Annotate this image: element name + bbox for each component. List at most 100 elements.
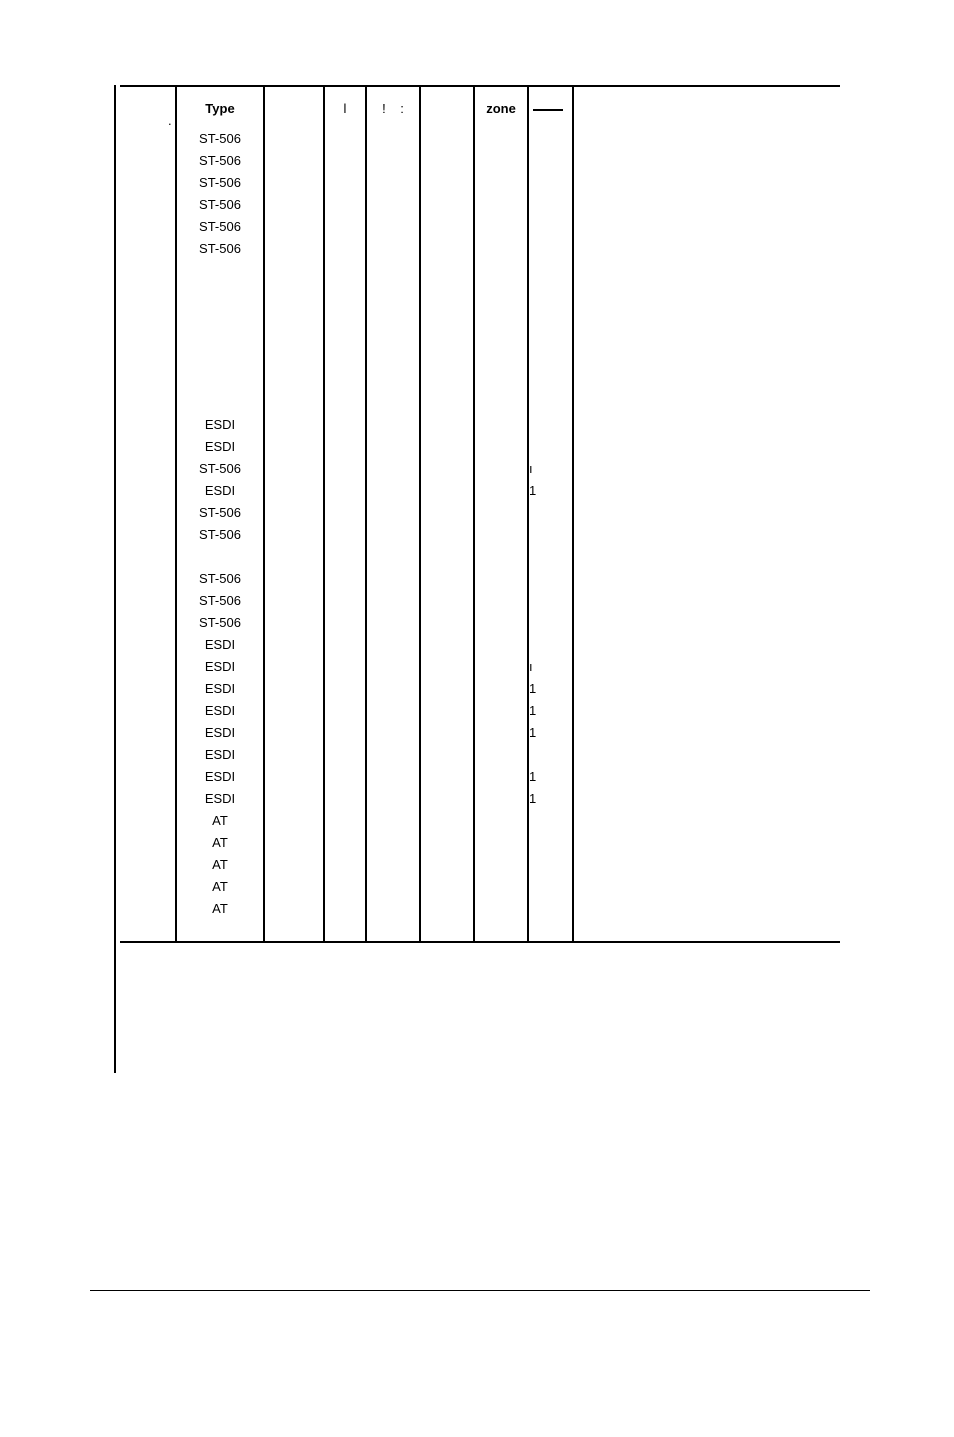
cell-d	[420, 612, 474, 634]
cell-a	[264, 502, 324, 524]
cell-zone	[474, 700, 528, 722]
cell-idx	[120, 502, 176, 524]
cell-zone	[474, 678, 528, 700]
cell-f	[573, 722, 840, 744]
cell-a	[264, 238, 324, 260]
cell-f	[573, 304, 840, 326]
cell-type	[176, 370, 264, 392]
cell-b	[324, 788, 366, 810]
cell-e	[528, 568, 573, 590]
cell-idx	[120, 590, 176, 612]
cell-a	[264, 766, 324, 788]
table-row	[120, 260, 840, 282]
cell-b	[324, 216, 366, 238]
cell-zone	[474, 744, 528, 766]
cell-zone	[474, 370, 528, 392]
cell-b	[324, 348, 366, 370]
cell-b	[324, 194, 366, 216]
table-row: ST-506ı	[120, 458, 840, 480]
cell-c	[366, 744, 420, 766]
cell-idx	[120, 150, 176, 172]
cell-f	[573, 370, 840, 392]
cell-e: 1	[528, 766, 573, 788]
table-row: ESDI1	[120, 766, 840, 788]
cell-zone	[474, 128, 528, 150]
cell-zone	[474, 590, 528, 612]
cell-b	[324, 304, 366, 326]
cell-f	[573, 810, 840, 832]
table-row: ESDI1	[120, 678, 840, 700]
cell-d	[420, 326, 474, 348]
cell-idx	[120, 194, 176, 216]
cell-f	[573, 854, 840, 876]
cell-e: ı	[528, 458, 573, 480]
col-header-d	[420, 86, 474, 128]
cell-type: ST-506	[176, 568, 264, 590]
cell-d	[420, 238, 474, 260]
cell-e	[528, 326, 573, 348]
cell-e	[528, 634, 573, 656]
cell-a	[264, 678, 324, 700]
cell-zone	[474, 392, 528, 414]
cell-type: ST-506	[176, 502, 264, 524]
table-row: AT	[120, 832, 840, 854]
cell-idx	[120, 414, 176, 436]
table-row: ESDI	[120, 436, 840, 458]
cell-a	[264, 436, 324, 458]
cell-e: 1	[528, 700, 573, 722]
cell-e	[528, 370, 573, 392]
col-header-zone: zone	[474, 86, 528, 128]
cell-e	[528, 260, 573, 282]
cell-b	[324, 326, 366, 348]
cell-b	[324, 876, 366, 898]
cell-type: ESDI	[176, 480, 264, 502]
table-row: ESDIı	[120, 656, 840, 678]
cell-a	[264, 370, 324, 392]
cell-e	[528, 282, 573, 304]
cell-zone	[474, 194, 528, 216]
cell-d	[420, 898, 474, 920]
table-row: ST-506	[120, 612, 840, 634]
cell-a	[264, 546, 324, 568]
cell-type	[176, 392, 264, 414]
cell-type: ESDI	[176, 678, 264, 700]
cell-f	[573, 788, 840, 810]
cell-c	[366, 788, 420, 810]
table-row: ESDI	[120, 634, 840, 656]
cell-zone	[474, 304, 528, 326]
cell-f	[573, 128, 840, 150]
col-c-mark1: !	[382, 101, 386, 116]
cell-d	[420, 436, 474, 458]
cell-c	[366, 546, 420, 568]
cell-f	[573, 502, 840, 524]
cell-d	[420, 480, 474, 502]
cell-type: ESDI	[176, 436, 264, 458]
cell-zone	[474, 216, 528, 238]
cell-type	[176, 326, 264, 348]
cell-zone	[474, 788, 528, 810]
cell-idx	[120, 898, 176, 920]
cell-b	[324, 920, 366, 942]
cell-c	[366, 194, 420, 216]
cell-f	[573, 458, 840, 480]
cell-c	[366, 238, 420, 260]
cell-a	[264, 150, 324, 172]
cell-idx	[120, 326, 176, 348]
col-header-e	[528, 86, 573, 128]
cell-idx	[120, 348, 176, 370]
table-row: ST-506	[120, 568, 840, 590]
cell-type: ST-506	[176, 216, 264, 238]
cell-a	[264, 282, 324, 304]
cell-b	[324, 128, 366, 150]
cell-c	[366, 436, 420, 458]
col-e-underline	[533, 109, 563, 111]
cell-type: ESDI	[176, 634, 264, 656]
cell-idx	[120, 678, 176, 700]
cell-e: 1	[528, 480, 573, 502]
cell-b	[324, 700, 366, 722]
cell-c	[366, 304, 420, 326]
cell-c	[366, 282, 420, 304]
cell-c	[366, 348, 420, 370]
table-row: ST-506	[120, 172, 840, 194]
cell-b	[324, 238, 366, 260]
